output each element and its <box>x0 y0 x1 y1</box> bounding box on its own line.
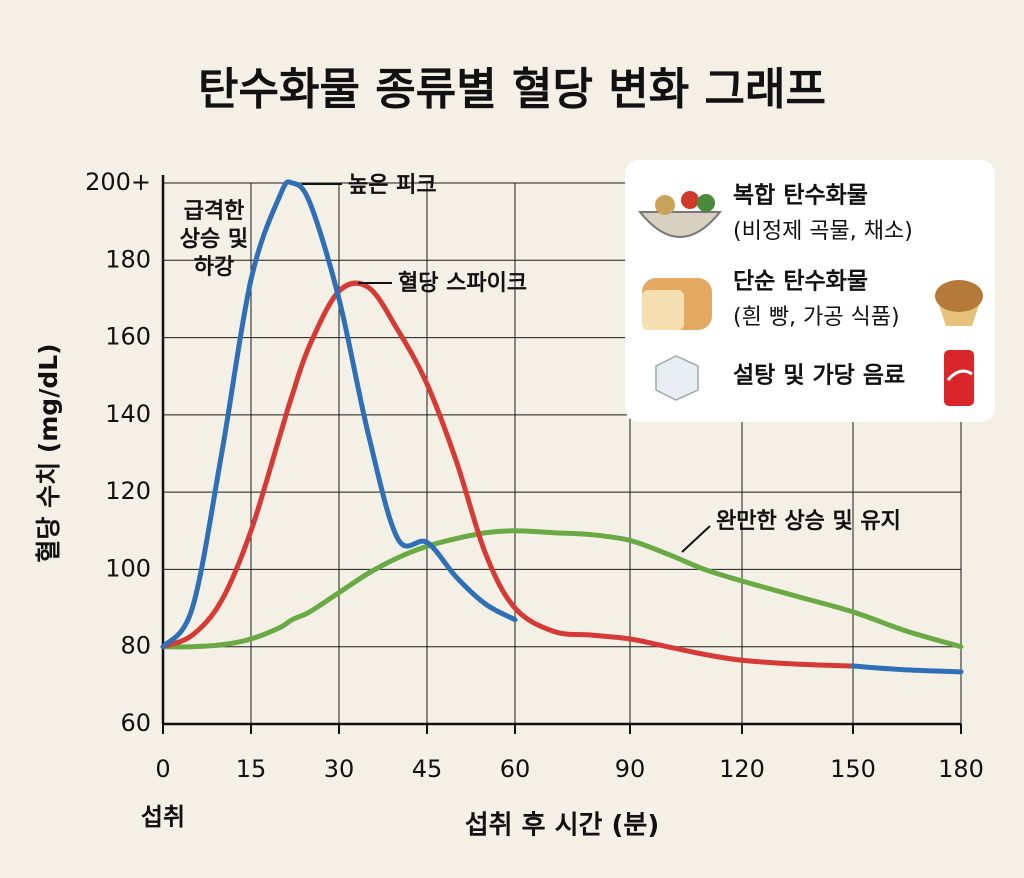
muffin-icon <box>935 280 983 326</box>
y-tick-label: 100 <box>105 554 151 582</box>
bread-icon <box>642 278 712 330</box>
legend-note: (흰 빵, 가공 식품) <box>733 305 900 330</box>
leader-line <box>681 525 711 553</box>
x-tick-label: 0 <box>155 755 170 783</box>
annotation: 급격한 <box>184 199 245 224</box>
plot-area: 60 80 100 120 140 160 180 200+ 0 15 30 45 60 90 120 150… <box>85 168 984 783</box>
y-tick-label: 180 <box>105 245 151 273</box>
x-tick-label: 150 <box>830 755 876 783</box>
sugar-cube-icon <box>655 355 699 401</box>
legend-box <box>625 160 995 422</box>
legend-label: 복합 탄수화물 <box>733 183 868 209</box>
legend-label: 단순 탄수화물 <box>733 269 868 295</box>
x-tick-label: 30 <box>324 755 355 783</box>
series-line <box>160 179 518 650</box>
annotation: 완만한 상승 및 유지 <box>716 509 901 534</box>
annotation: 상승 및 <box>180 227 248 252</box>
x-tick-label: 180 <box>938 755 984 783</box>
series-line <box>160 280 856 669</box>
y-axis-label: 혈당 수치 (mg/dL) <box>34 343 63 562</box>
y-tick-label: 140 <box>105 400 151 428</box>
annotation: 하강 <box>194 255 234 280</box>
x-tick-label: 120 <box>719 755 765 783</box>
series-line <box>160 528 964 650</box>
x-tick-label: 60 <box>500 755 531 783</box>
x-tick-label: 90 <box>615 755 646 783</box>
legend-note: (비정제 곡물, 채소) <box>733 219 913 244</box>
y-tick-label: 200+ <box>85 168 151 196</box>
legend-label: 설탕 및 가당 음료 <box>733 363 905 389</box>
x-tick-label: 45 <box>412 755 443 783</box>
chart-title: 탄수화물 종류별 혈당 변화 그래프 <box>198 64 826 115</box>
y-tick-label: 60 <box>120 709 151 737</box>
series-line <box>850 663 964 675</box>
annotation: 높은 피크 <box>348 173 437 198</box>
y-tick-label: 80 <box>120 632 151 660</box>
x-start-label: 섭취 <box>141 803 185 831</box>
soda-can-icon <box>944 350 974 406</box>
x-tick-label: 15 <box>236 755 267 783</box>
y-tick-label: 160 <box>105 323 151 351</box>
y-tick-label: 120 <box>105 477 151 505</box>
legend: 복합 탄수화물 (비정제 곡물, 채소) 단순 탄수화물 (흰 빵, 가공 식품) 설탕… <box>625 160 995 422</box>
bowl-icon <box>637 191 723 238</box>
annotation: 혈당 스파이크 <box>398 271 527 296</box>
x-axis-label: 섭취 후 시간 (분) <box>465 811 659 841</box>
